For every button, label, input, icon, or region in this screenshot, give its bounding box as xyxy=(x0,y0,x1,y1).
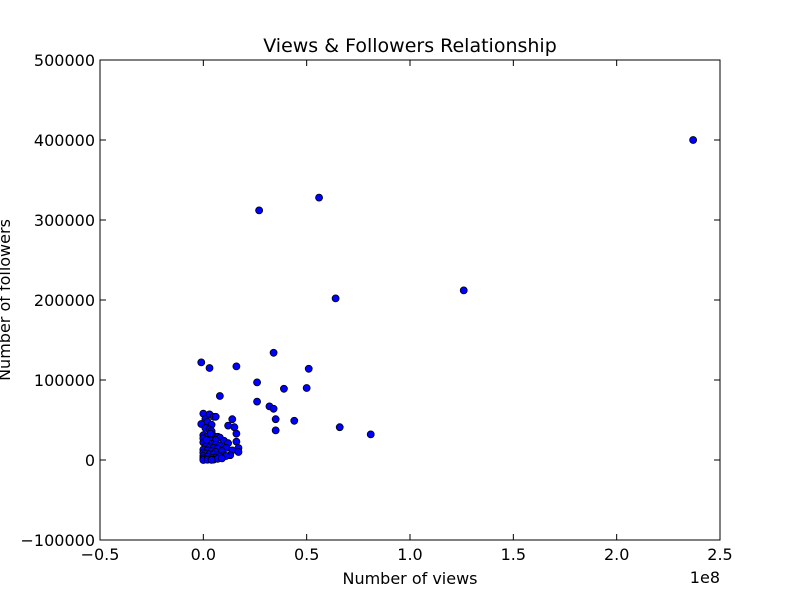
data-point xyxy=(271,415,280,424)
data-point xyxy=(218,454,226,463)
data-point xyxy=(234,448,243,456)
data-point xyxy=(255,206,264,215)
y-tick-label: 100000 xyxy=(34,371,95,390)
data-point xyxy=(689,136,698,144)
y-tick-label: −100000 xyxy=(21,531,95,550)
plot-area: −0.5 0.0 0.5 1.0 1.5 2.0 2.5 −100000 0 100000 2000… xyxy=(21,51,733,564)
data-point xyxy=(302,384,311,392)
data-point xyxy=(271,426,280,435)
data-point xyxy=(366,430,375,439)
data-point xyxy=(206,429,215,438)
data-point xyxy=(315,193,323,202)
data-point xyxy=(269,348,278,357)
data-point xyxy=(197,358,206,367)
x-tick-label: 2.0 xyxy=(604,545,629,564)
data-point xyxy=(304,364,313,373)
x-tick-label: 1.0 xyxy=(397,545,422,564)
y-tick-label: 200000 xyxy=(34,291,95,310)
data-point xyxy=(269,404,278,413)
data-point xyxy=(230,423,239,432)
x-tick-label: 2.5 xyxy=(707,545,732,564)
data-point xyxy=(331,294,340,303)
data-point xyxy=(253,397,261,406)
data-point xyxy=(232,437,241,446)
data-point xyxy=(253,378,261,387)
y-axis-label: Number of followers xyxy=(0,219,14,381)
data-point xyxy=(335,423,344,432)
x-tick-label: 0.0 xyxy=(191,545,216,564)
data-point xyxy=(215,392,224,400)
x-tick-label: 1.5 xyxy=(501,545,526,564)
x-tick-label: 0.5 xyxy=(294,545,319,564)
data-point xyxy=(228,415,237,424)
y-tick-label: 300000 xyxy=(34,211,95,230)
data-point xyxy=(290,416,299,425)
x-axis-label: Number of views xyxy=(342,569,477,588)
data-point xyxy=(232,362,241,371)
y-tick-label: 500000 xyxy=(34,51,95,70)
data-point xyxy=(459,286,468,295)
y-tick-label: 400000 xyxy=(34,131,95,150)
y-tick-label: 0 xyxy=(85,451,95,470)
chart-title: Views & Followers Relationship xyxy=(263,35,557,57)
data-point xyxy=(205,364,214,372)
data-point xyxy=(232,429,241,438)
data-point xyxy=(202,436,211,444)
x-tick-label: −0.5 xyxy=(81,545,120,564)
x-axis-offset-label: 1e8 xyxy=(690,568,720,587)
data-point xyxy=(207,455,216,464)
data-point xyxy=(211,412,220,421)
data-point xyxy=(280,384,288,393)
